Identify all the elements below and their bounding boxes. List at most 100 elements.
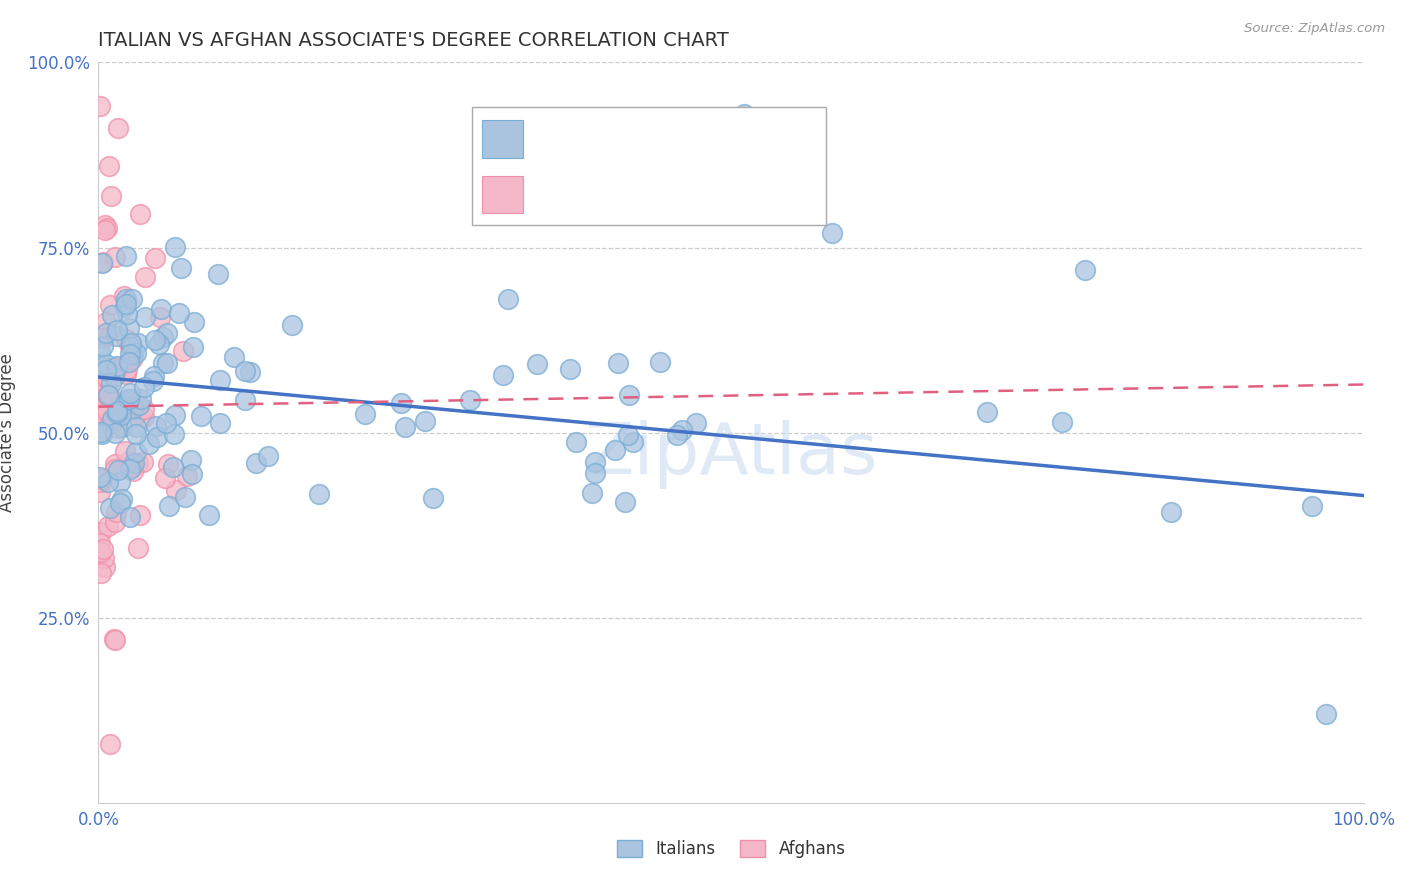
Point [89, 475, 111, 489]
Point [163, 240, 186, 254]
Point [976, 405, 998, 419]
Point [619, 388, 641, 402]
Point [118, 509, 141, 524]
Point [94, 357, 117, 371]
Point [110, 408, 132, 422]
Point [605, 442, 627, 457]
Point [105, 359, 128, 373]
Point [120, 462, 142, 476]
Point [581, 485, 603, 500]
Text: ITALIAN VS AFGHAN ASSOCIATE'S DEGREE CORRELATION CHART: ITALIAN VS AFGHAN ASSOCIATE'S DEGREE COR… [98, 30, 730, 50]
Point [89, 535, 111, 549]
Point [91, 329, 114, 343]
Point [127, 336, 149, 351]
Point [120, 340, 142, 354]
Point [121, 292, 143, 306]
Point [118, 385, 141, 400]
Point [613, 495, 636, 509]
Point [94, 315, 117, 329]
Point [131, 392, 153, 407]
Point [233, 392, 256, 407]
Point [650, 355, 672, 369]
Point [96, 221, 118, 235]
Point [145, 430, 167, 444]
Point [121, 459, 143, 474]
Point [134, 310, 156, 325]
Point [118, 392, 141, 406]
Point [101, 308, 124, 322]
Point [143, 369, 166, 384]
Point [394, 420, 416, 434]
Point [107, 463, 129, 477]
Point [617, 428, 640, 442]
Point [143, 251, 166, 265]
Point [167, 305, 190, 319]
Point [96, 404, 118, 418]
Point [97, 519, 120, 533]
Point [93, 219, 117, 233]
Point [103, 632, 125, 646]
Point [93, 402, 115, 417]
Point [91, 420, 114, 434]
Point [565, 434, 588, 449]
Point [132, 455, 155, 469]
Point [132, 401, 155, 416]
Point [671, 423, 693, 437]
Point [93, 550, 115, 565]
Point [685, 417, 707, 431]
Point [114, 332, 136, 346]
Point [122, 456, 145, 470]
Point [1160, 505, 1182, 519]
Point [176, 469, 198, 483]
Y-axis label: Associate's Degree: Associate's Degree [0, 353, 15, 512]
Point [165, 483, 187, 497]
Point [115, 293, 138, 307]
Point [108, 495, 131, 509]
Point [105, 360, 128, 375]
Point [222, 350, 245, 364]
Point [132, 380, 155, 394]
Point [183, 315, 205, 329]
Point [104, 515, 127, 529]
Point [245, 456, 267, 470]
Point [121, 398, 143, 412]
Point [89, 388, 111, 402]
Point [733, 107, 755, 121]
Point [209, 373, 232, 387]
Point [1050, 415, 1073, 429]
Point [149, 301, 172, 316]
Point [107, 406, 129, 420]
Point [91, 256, 114, 270]
Point [458, 392, 481, 407]
Point [152, 329, 174, 343]
Point [198, 508, 221, 522]
Point [115, 367, 138, 381]
Text: Source: ZipAtlas.com: Source: ZipAtlas.com [1244, 22, 1385, 36]
Point [103, 632, 125, 647]
Point [91, 339, 114, 353]
Point [117, 354, 139, 368]
Point [93, 330, 115, 344]
Point [94, 326, 117, 341]
Point [156, 356, 179, 370]
Point [665, 427, 688, 442]
Point [104, 250, 127, 264]
Point [156, 457, 179, 471]
Point [180, 453, 202, 467]
Point [1315, 706, 1337, 721]
Point [583, 455, 606, 469]
Point [100, 189, 122, 203]
Point [155, 471, 177, 485]
Point [128, 398, 150, 412]
Point [118, 339, 141, 353]
Point [208, 416, 231, 430]
Point [98, 372, 121, 386]
Text: ZipAtlas: ZipAtlas [585, 420, 877, 490]
Point [157, 499, 180, 513]
Point [257, 449, 280, 463]
Point [422, 491, 444, 505]
Point [100, 412, 122, 426]
Point [583, 466, 606, 480]
Point [114, 443, 136, 458]
Point [156, 326, 179, 340]
